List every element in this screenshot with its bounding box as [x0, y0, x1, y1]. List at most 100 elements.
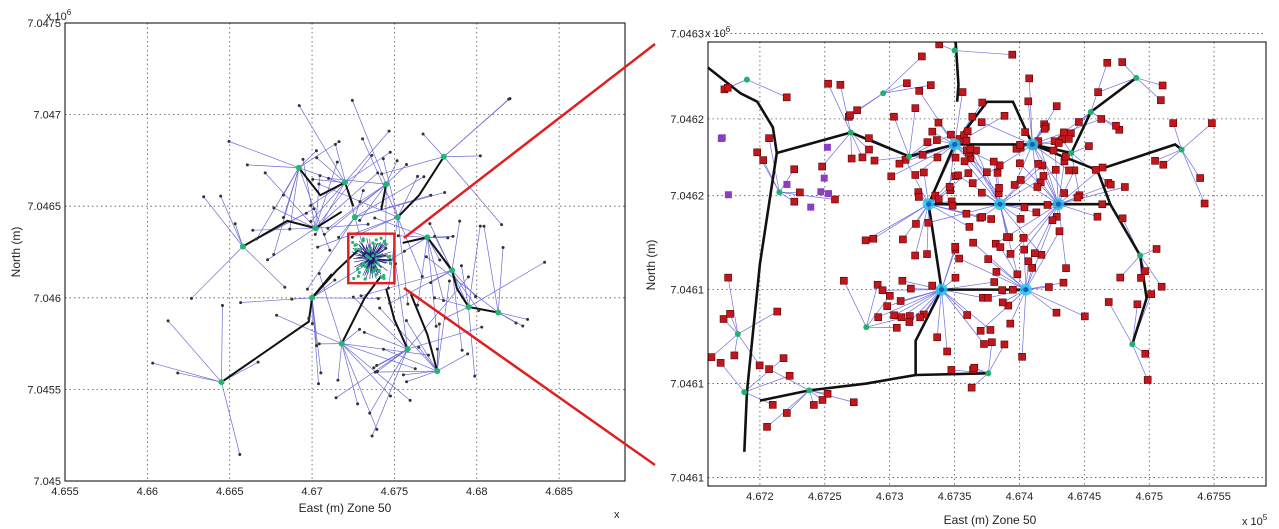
- special-customer-marker: [817, 188, 825, 196]
- customer-marker: [968, 179, 977, 187]
- spoke-line: [926, 204, 929, 255]
- customer-marker: [951, 242, 959, 251]
- spoke-line: [497, 247, 504, 313]
- trunk-line: [220, 249, 359, 383]
- special-customer-marker: [783, 180, 791, 188]
- overview-x-ticks: 4.655 4.66 4.665 4.67 4.675 4.68 4.685: [51, 486, 573, 498]
- customer-marker: [466, 352, 470, 356]
- customer-marker: [782, 93, 791, 102]
- spoke-line: [893, 116, 910, 157]
- spoke-line: [451, 221, 460, 271]
- customer-marker: [755, 361, 764, 370]
- customer-marker: [327, 176, 331, 180]
- dense-hub: [379, 275, 384, 279]
- trunk-line: [915, 371, 989, 377]
- special-customer-marker: [724, 191, 732, 199]
- customer-marker: [1008, 50, 1017, 59]
- customer-marker: [955, 254, 963, 263]
- customer-marker: [361, 189, 365, 193]
- customer-marker: [317, 182, 321, 186]
- customer-marker: [1052, 308, 1061, 317]
- x-tick-label: 4.675: [1135, 491, 1163, 503]
- customer-marker: [1000, 112, 1009, 120]
- customer-marker: [1073, 193, 1082, 202]
- spoke-line: [850, 132, 863, 158]
- customer-marker: [998, 298, 1007, 307]
- customer-marker: [368, 411, 372, 415]
- spoke-line: [737, 333, 760, 366]
- spoke-line: [1154, 149, 1182, 162]
- spoke-line: [344, 130, 390, 183]
- spoke-line: [406, 370, 438, 383]
- customer-marker: [963, 311, 971, 319]
- spoke-line: [234, 223, 244, 247]
- hub-marker: [218, 379, 225, 386]
- zoom-connector-top: [403, 43, 656, 239]
- spoke-line: [341, 343, 416, 370]
- spoke-line: [362, 138, 399, 218]
- customer-marker: [730, 351, 739, 360]
- customer-marker: [358, 200, 362, 204]
- customer-marker: [933, 333, 941, 342]
- dense-hub: [357, 270, 361, 275]
- hub-marker: [1087, 109, 1094, 116]
- customer-marker: [1055, 227, 1064, 236]
- spoke-line: [972, 242, 1027, 290]
- customer-marker: [1010, 181, 1019, 189]
- dense-hub: [368, 247, 373, 251]
- customer-marker: [474, 294, 478, 298]
- overview-grid: [64, 22, 625, 482]
- customer-marker: [380, 172, 384, 176]
- customer-marker: [1141, 349, 1150, 358]
- hub-marker: [741, 389, 748, 396]
- dense-spoke: [371, 258, 379, 275]
- customer-marker: [1098, 163, 1107, 172]
- spoke-line: [865, 203, 929, 241]
- spoke-line: [353, 296, 408, 350]
- customer-marker: [824, 79, 832, 88]
- customer-marker: [1151, 157, 1159, 165]
- spoke-line: [928, 175, 956, 205]
- customer-marker: [375, 363, 379, 367]
- customer-marker: [753, 148, 761, 157]
- customer-marker: [978, 213, 987, 221]
- y-tick-label: 7.045: [33, 476, 61, 488]
- customer-marker: [434, 324, 438, 328]
- spoke-line: [418, 347, 438, 372]
- customer-marker: [1016, 176, 1025, 184]
- customer-marker: [310, 322, 314, 326]
- customer-marker: [962, 136, 971, 145]
- overview-customers: [151, 97, 547, 456]
- spoke-line: [383, 348, 438, 372]
- overview-trunk-lines: [220, 156, 499, 383]
- customer-marker: [227, 139, 231, 143]
- spoke-line: [220, 195, 244, 247]
- customer-marker: [388, 301, 392, 305]
- customer-marker: [220, 303, 224, 307]
- customer-marker: [319, 371, 323, 375]
- zoomed-x-exponent-base: x 10: [1242, 516, 1263, 528]
- customer-marker: [988, 338, 996, 347]
- spoke-line: [273, 207, 316, 229]
- spoke-line: [949, 144, 955, 187]
- spoke-line: [307, 216, 356, 290]
- customer-marker: [933, 136, 941, 144]
- customer-marker: [416, 174, 420, 178]
- dense-spoke: [371, 258, 391, 262]
- customer-marker: [890, 112, 898, 121]
- customer-marker: [219, 194, 223, 198]
- main-node-core: [926, 201, 932, 207]
- x-tick-label: 4.674: [1006, 491, 1034, 503]
- customer-marker: [945, 183, 954, 191]
- spoke-line: [1023, 204, 1059, 250]
- customer-marker: [1060, 189, 1068, 197]
- customer-marker: [1169, 119, 1178, 127]
- spoke-line: [1025, 282, 1064, 290]
- customer-marker: [1081, 312, 1089, 321]
- spoke-line: [1058, 161, 1065, 205]
- spoke-line: [1021, 289, 1027, 357]
- customer-marker: [421, 132, 425, 136]
- spoke-line: [315, 155, 373, 229]
- customer-marker: [768, 401, 777, 409]
